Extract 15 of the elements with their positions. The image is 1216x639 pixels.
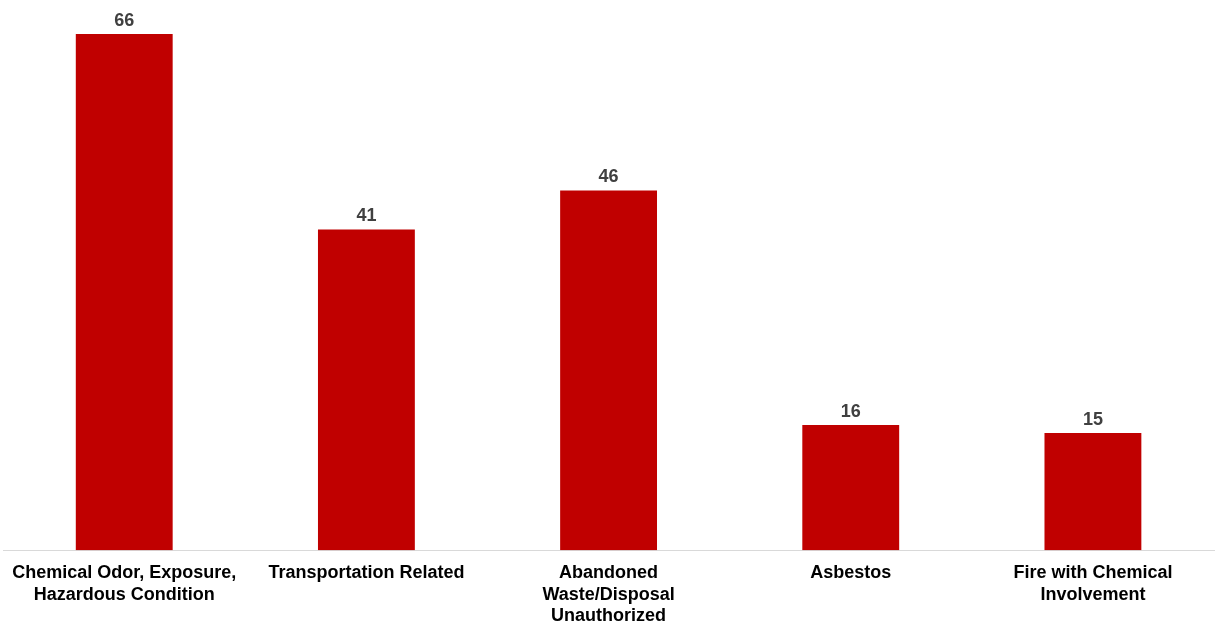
bar <box>560 190 658 551</box>
data-label: 41 <box>356 205 377 226</box>
data-label: 66 <box>114 9 135 30</box>
data-label: 46 <box>598 166 619 187</box>
x-tick-label: Transportation Related <box>268 561 465 582</box>
x-tick-label: Chemical Odor, Exposure, Hazardous Condition <box>12 561 237 604</box>
x-tick-label: Abandoned Waste/Disposal Unauthorized <box>542 561 675 626</box>
bar <box>802 425 900 551</box>
bar <box>75 34 173 551</box>
bar <box>1044 432 1142 551</box>
data-label: 16 <box>840 401 861 422</box>
x-tick-label: Fire with Chemical Involvement <box>1013 561 1173 604</box>
bar <box>317 229 415 551</box>
data-label: 15 <box>1082 408 1103 429</box>
x-tick-label: Asbestos <box>810 561 892 582</box>
